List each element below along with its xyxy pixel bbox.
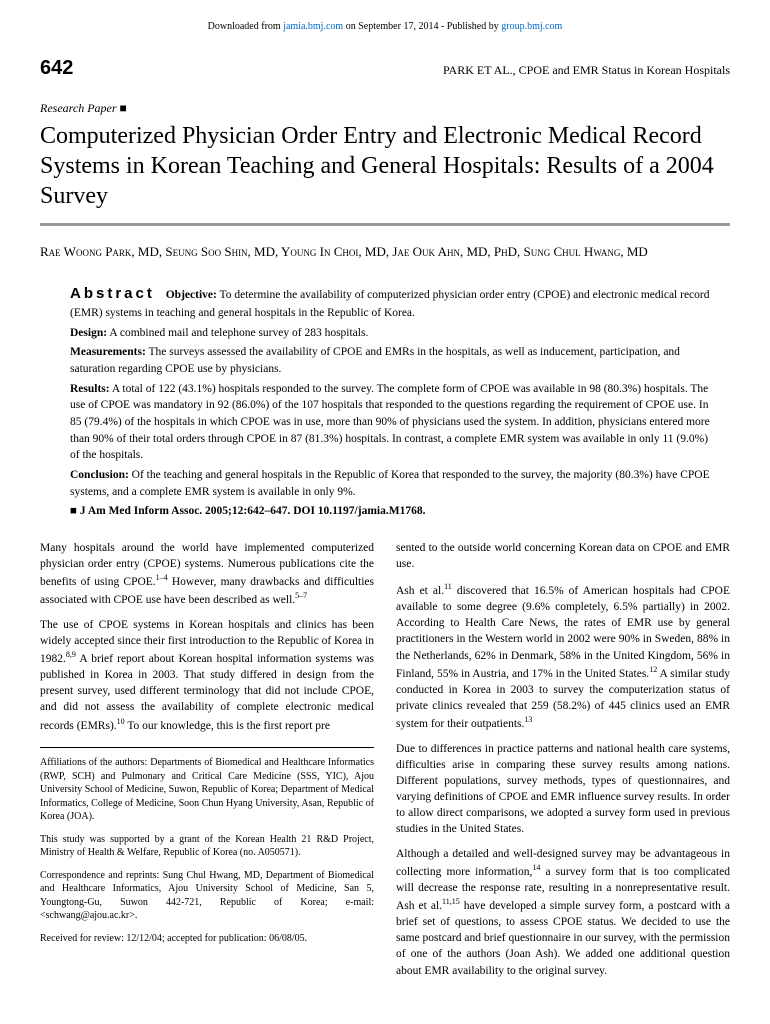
abstract-design: A combined mail and telephone survey of … (109, 327, 368, 339)
footnote-affiliations: Affiliations of the authors: Departments… (40, 756, 374, 824)
download-link-1[interactable]: jamia.bmj.com (283, 21, 343, 32)
article-type: Research Paper (40, 100, 730, 117)
body-columns: Many hospitals around the world have imp… (40, 540, 730, 978)
download-link-2[interactable]: group.bmj.com (501, 21, 562, 32)
footnote-dates: Received for review: 12/12/04; accepted … (40, 932, 374, 946)
citation: J Am Med Inform Assoc. 2005;12:642–647. … (80, 505, 426, 517)
authors: Rae Woong Park, MD, Seung Soo Shin, MD, … (40, 242, 730, 262)
results-label: Results: (70, 383, 110, 395)
abstract-measurements: The surveys assessed the availability of… (70, 346, 680, 375)
conclusion-label: Conclusion: (70, 469, 129, 481)
article-title: Computerized Physician Order Entry and E… (40, 121, 730, 211)
footnote-correspondence: Correspondence and reprints: Sung Chul H… (40, 869, 374, 923)
body-p1: Many hospitals around the world have imp… (40, 540, 374, 608)
abstract: Abstract Objective: To determine the ava… (70, 283, 710, 520)
ref-1-4: 1–4 (156, 573, 168, 582)
body-p6: Although a detailed and well-designed su… (396, 846, 730, 978)
running-head: PARK ET AL., CPOE and EMR Status in Kore… (443, 62, 730, 79)
ref-10: 10 (117, 717, 125, 726)
footnote-rule (40, 747, 374, 748)
abstract-results: A total of 122 (43.1%) hospitals respond… (70, 383, 710, 462)
body-p4: Ash et al.11 discovered that 16.5% of Am… (396, 581, 730, 731)
abstract-label: Abstract (70, 285, 155, 302)
download-mid: on September 17, 2014 - Published by (343, 21, 501, 32)
footnotes: Affiliations of the authors: Departments… (40, 756, 374, 945)
page-header: 642 PARK ET AL., CPOE and EMR Status in … (40, 54, 730, 82)
ref-5-7: 5–7 (295, 591, 307, 600)
title-rule (40, 223, 730, 226)
body-p5: Due to differences in practice patterns … (396, 741, 730, 838)
footnote-funding: This study was supported by a grant of t… (40, 833, 374, 860)
objective-label: Objective: (166, 289, 217, 301)
ref-11-15: 11,15 (442, 897, 460, 906)
measurements-label: Measurements: (70, 346, 146, 358)
download-notice: Downloaded from jamia.bmj.com on Septemb… (40, 20, 730, 34)
ref-11: 11 (444, 582, 452, 591)
ref-13: 13 (524, 715, 532, 724)
page-number: 642 (40, 54, 73, 82)
ref-12: 12 (649, 665, 657, 674)
abstract-conclusion: Of the teaching and general hospitals in… (70, 469, 710, 498)
design-label: Design: (70, 327, 107, 339)
download-prefix: Downloaded from (208, 21, 284, 32)
body-p2: The use of CPOE systems in Korean hospit… (40, 617, 374, 733)
ref-8-9: 8,9 (66, 650, 76, 659)
body-p3: sented to the outside world concerning K… (396, 540, 730, 572)
